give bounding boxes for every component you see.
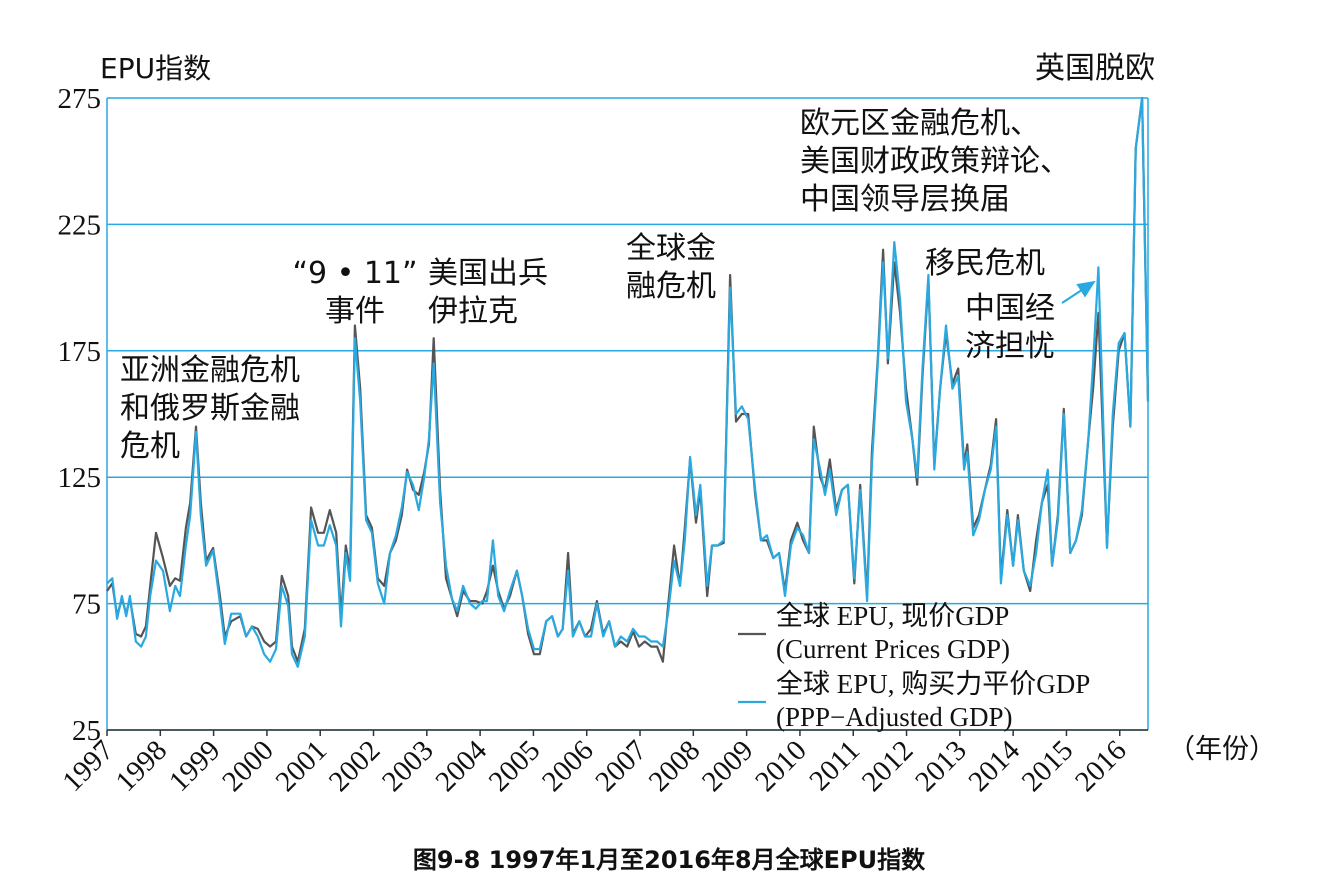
y-tick-label: 175 xyxy=(58,336,102,368)
annotation-arrow xyxy=(1061,280,1096,304)
annotation: 欧元区金融危机、 美国财政政策辩论、 中国领导层换届 xyxy=(800,106,1070,217)
x-tick-label: 2001 xyxy=(270,734,334,798)
x-axis-label: （年份） xyxy=(1168,734,1276,765)
y-tick-label: 125 xyxy=(58,462,102,494)
x-tick-label: 1998 xyxy=(110,734,174,798)
x-tick-label: 2010 xyxy=(749,734,813,798)
x-tick-label: 2006 xyxy=(536,734,600,798)
x-tick-label: 2016 xyxy=(1069,734,1133,798)
x-tick-label: 2009 xyxy=(696,734,760,798)
x-tick-label: 2002 xyxy=(323,734,387,798)
y-tick-label: 275 xyxy=(58,83,102,115)
legend-label: 全球 EPU, 现价GDP (Current Prices GDP) xyxy=(776,601,1010,664)
legend-label: 全球 EPU, 购买力平价GDP (PPP−Adjusted GDP) xyxy=(776,669,1091,732)
x-tick-label: 2000 xyxy=(216,734,280,798)
annotation: 全球金 融危机 xyxy=(626,231,716,304)
x-tick-label: 2012 xyxy=(856,734,920,798)
annotation: 英国脱欧 xyxy=(1035,51,1155,86)
annotation: 移民危机 xyxy=(925,246,1045,281)
caption: 图9-8 1997年1月至2016年8月全球EPU指数 xyxy=(412,846,926,874)
annotation: “9 • 11” 事件 xyxy=(292,256,418,329)
y-axis-label: EPU指数 xyxy=(100,52,211,85)
y-tick-label: 25 xyxy=(72,715,101,747)
y-tick-label: 225 xyxy=(58,209,102,241)
x-tick-label: 2008 xyxy=(643,734,707,798)
x-tick-label: 2013 xyxy=(909,734,973,798)
x-tick-label: 2011 xyxy=(803,734,866,797)
annotation: 亚洲金融危机 和俄罗斯金融 危机 xyxy=(120,353,300,464)
x-tick-label: 2004 xyxy=(429,734,493,798)
annotation: 中国经 济担忧 xyxy=(965,291,1055,364)
y-tick-label: 75 xyxy=(72,589,101,621)
x-tick-label: 2003 xyxy=(376,734,440,798)
series-line xyxy=(106,96,1150,668)
x-tick-label: 2005 xyxy=(483,734,547,798)
annotation: 美国出兵 伊拉克 xyxy=(428,256,548,329)
x-tick-label: 1999 xyxy=(163,734,227,798)
x-tick-label: 2007 xyxy=(589,734,653,798)
x-tick-label: 2015 xyxy=(1016,734,1080,798)
x-tick-label: 2014 xyxy=(962,734,1026,798)
x-tick-label: 1997 xyxy=(56,734,120,798)
